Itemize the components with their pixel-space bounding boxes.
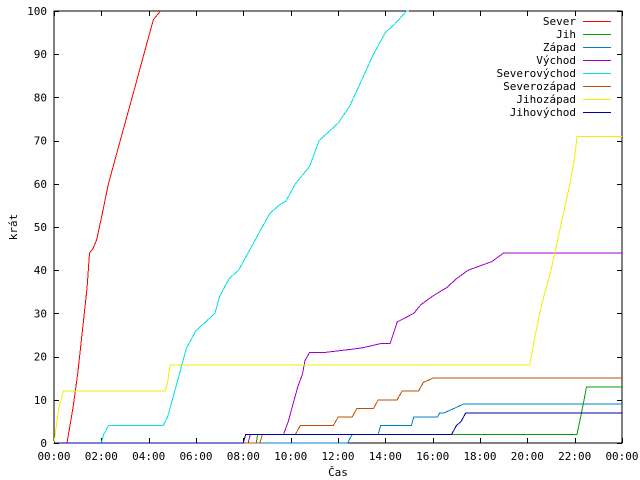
y-tick-label: 70 bbox=[34, 135, 47, 148]
legend-label-jihovychod: Jihovýchod bbox=[510, 106, 576, 119]
series-line-jih bbox=[54, 386, 622, 444]
series-line-jihovychod bbox=[54, 412, 622, 444]
x-axis-label: Čas bbox=[328, 466, 348, 479]
series-line-vychod bbox=[54, 252, 622, 444]
legend: SeverJihZápadVýchodSeverovýchodSeverozáp… bbox=[497, 15, 611, 119]
series-line-sever bbox=[54, 10, 161, 444]
y-tick-label: 0 bbox=[40, 437, 47, 450]
legend-label-jih: Jih bbox=[556, 28, 576, 41]
legend-label-vychod: Východ bbox=[536, 54, 576, 67]
y-tick-label: 30 bbox=[34, 307, 47, 320]
y-tick-label: 10 bbox=[34, 394, 47, 407]
x-tick-label: 16:00 bbox=[416, 450, 449, 463]
y-tick-label: 20 bbox=[34, 351, 47, 364]
y-tick-label: 40 bbox=[34, 264, 47, 277]
x-tick-label: 06:00 bbox=[179, 450, 212, 463]
x-tick-label: 12:00 bbox=[321, 450, 354, 463]
legend-label-sever: Sever bbox=[543, 15, 576, 28]
x-tick-label: 08:00 bbox=[227, 450, 260, 463]
series-line-severovychod bbox=[54, 10, 409, 444]
x-tick-label: 00:00 bbox=[37, 450, 70, 463]
x-tick-label: 02:00 bbox=[85, 450, 118, 463]
series-line-zapad bbox=[54, 403, 622, 444]
x-tick-label: 00:00 bbox=[605, 450, 638, 463]
series-lines bbox=[53, 10, 622, 444]
x-tick-label: 20:00 bbox=[511, 450, 544, 463]
x-tick-label: 22:00 bbox=[558, 450, 591, 463]
x-tick-label: 04:00 bbox=[132, 450, 165, 463]
y-tick-label: 50 bbox=[34, 221, 47, 234]
legend-label-severozapad: Severozápad bbox=[503, 80, 576, 93]
legend-label-severovychod: Severovýchod bbox=[497, 67, 576, 80]
x-tick-label: 18:00 bbox=[463, 450, 496, 463]
series-line-jihozapad bbox=[53, 135, 622, 444]
y-tick-label: 60 bbox=[34, 178, 47, 191]
x-tick-label: 14:00 bbox=[369, 450, 402, 463]
y-tick-label: 100 bbox=[27, 5, 47, 18]
x-tick-label: 10:00 bbox=[274, 450, 307, 463]
legend-label-zapad: Západ bbox=[543, 41, 576, 54]
series-line-severozapad bbox=[54, 377, 622, 444]
y-axis-label: krát bbox=[7, 214, 20, 241]
y-tick-label: 90 bbox=[34, 48, 47, 61]
axis-ticks: 00:00 02:00 04:00 06:00 08:00 10:00 12:00 14:00… bbox=[27, 5, 638, 463]
legend-label-jihozapad: Jihozápad bbox=[516, 93, 576, 106]
y-tick-label: 80 bbox=[34, 91, 47, 104]
